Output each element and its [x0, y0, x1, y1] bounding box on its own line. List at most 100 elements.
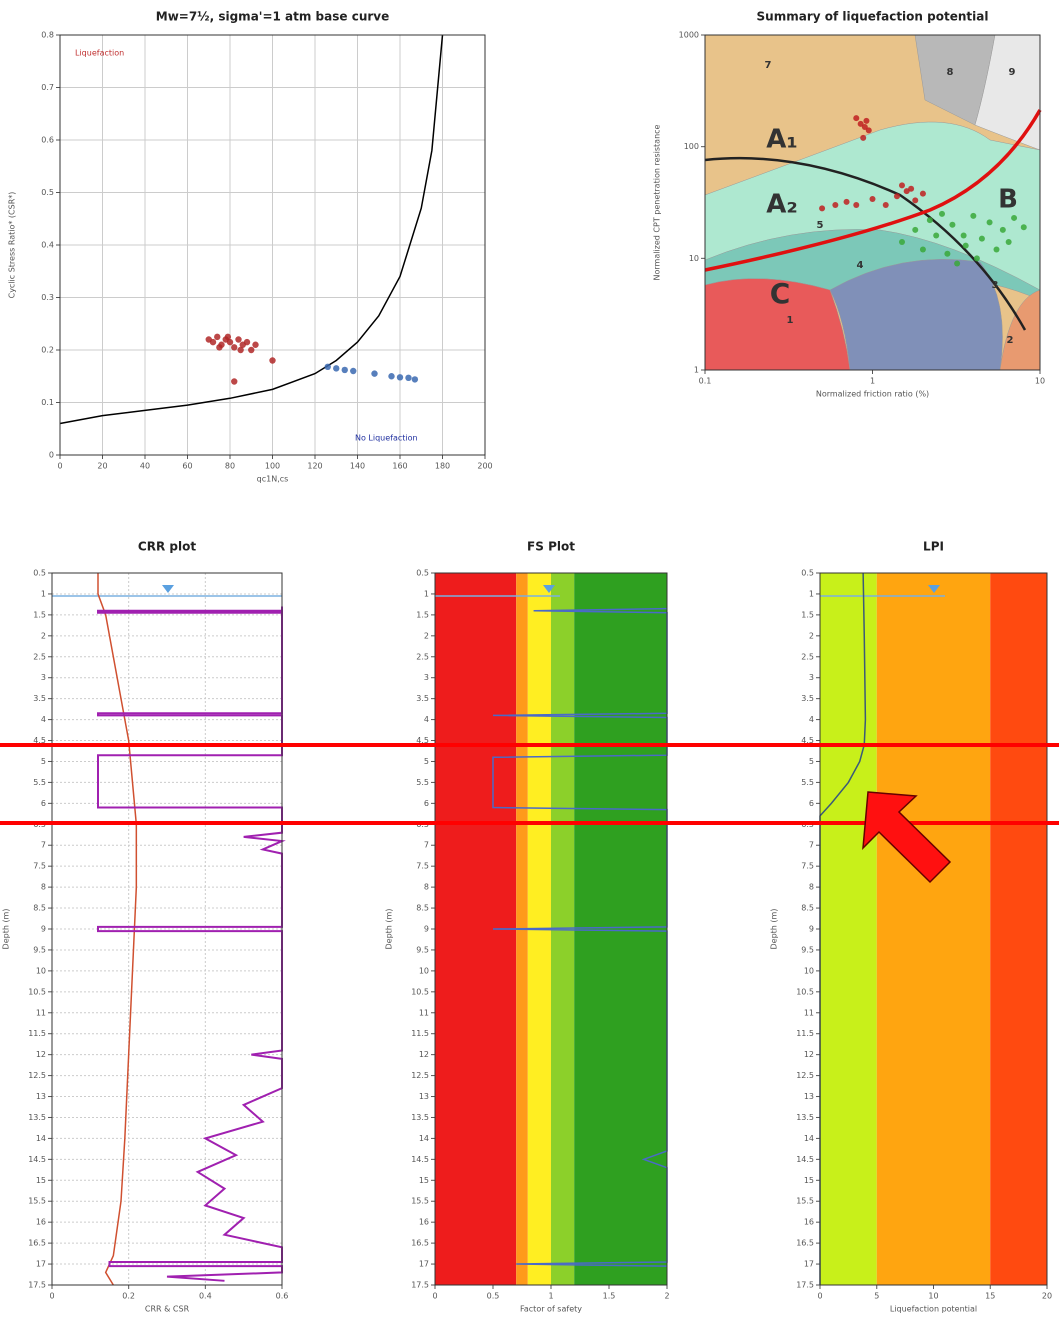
zone-label: 2 [1007, 335, 1014, 346]
y-tick-label: 11 [804, 1008, 814, 1017]
y-tick-label: 13.5 [28, 1113, 46, 1122]
data-point [1005, 239, 1012, 246]
data-point [243, 338, 251, 346]
data-point [919, 190, 926, 197]
y-tick-label: 5.5 [801, 778, 814, 787]
x-axis-label: Factor of safety [520, 1305, 582, 1314]
data-point [908, 185, 915, 192]
x-tick-label: 100 [265, 462, 280, 471]
y-tick-label: 14.5 [411, 1155, 429, 1164]
y-tick-label: 5 [41, 757, 46, 766]
zone-label: 9 [1009, 67, 1016, 78]
x-tick-label: 5 [874, 1292, 879, 1301]
y-axis-label: Cyclic Stress Ratio* (CSR*) [8, 192, 17, 299]
y-tick-label: 1000 [679, 31, 699, 40]
y-tick-label: 5.5 [33, 778, 46, 787]
y-tick-label: 100 [684, 142, 699, 151]
zone-label: 7 [765, 60, 772, 71]
y-tick-label: 3.5 [33, 694, 46, 703]
y-tick-label: 10 [689, 254, 699, 263]
band [820, 573, 877, 1285]
data-point [893, 193, 900, 200]
y-tick-label: 16.5 [796, 1239, 814, 1248]
plot-frame [51, 572, 283, 1286]
data-point [853, 115, 860, 122]
zone-label: 5 [817, 220, 824, 231]
y-tick-label: 7 [809, 841, 814, 850]
data-point [869, 195, 876, 202]
y-tick-label: 7.5 [33, 862, 46, 871]
y-tick-label: 16.5 [411, 1239, 429, 1248]
data-point [235, 336, 242, 343]
data-point [978, 235, 985, 242]
y-tick-label: 9 [809, 925, 814, 934]
data-point [857, 120, 864, 127]
y-tick-label: 1.5 [416, 610, 429, 619]
y-axis-label: Depth (m) [770, 909, 779, 950]
y-tick-label: 10.5 [411, 987, 429, 996]
data-point [960, 232, 967, 239]
y-axis-label: Depth (m) [385, 909, 394, 950]
y-tick-label: 1 [41, 589, 46, 598]
chart-title: FS Plot [527, 540, 575, 554]
y-tick-label: 7 [41, 841, 46, 850]
data-point [944, 250, 951, 257]
x-tick-label: 120 [307, 462, 322, 471]
y-tick-label: 0.8 [41, 31, 54, 40]
x-tick-label: 200 [477, 462, 492, 471]
y-tick-label: 13 [419, 1092, 429, 1101]
y-tick-label: 11.5 [796, 1029, 814, 1038]
y-tick-label: 11.5 [411, 1029, 429, 1038]
y-tick-label: 8 [41, 883, 46, 892]
chart-title: Summary of liquefaction potential [757, 10, 989, 24]
x-tick-label: 0.5 [487, 1292, 500, 1301]
water-table [543, 585, 555, 593]
y-tick-label: 0.4 [41, 241, 54, 250]
y-tick-label: 13.5 [411, 1113, 429, 1122]
y-tick-label: 16 [36, 1218, 46, 1227]
y-tick-label: 17.5 [411, 1281, 429, 1290]
data-point [843, 198, 850, 205]
data-point [209, 338, 217, 346]
y-tick-label: 15 [419, 1176, 429, 1185]
y-tick-label: 1 [694, 366, 699, 375]
y-tick-label: 12.5 [28, 1071, 46, 1080]
chart-title: Mw=7½, sigma'=1 atm base curve [156, 10, 390, 24]
y-tick-label: 4.5 [801, 736, 814, 745]
data-point [973, 255, 980, 262]
x-tick-label: 0.2 [122, 1292, 135, 1301]
x-tick-label: 1 [870, 377, 875, 386]
y-tick-label: 14 [36, 1134, 46, 1143]
y-tick-label: 17 [804, 1260, 814, 1269]
x-tick-label: 20 [97, 462, 107, 471]
data-point [252, 341, 259, 348]
y-tick-label: 15.5 [411, 1197, 429, 1206]
y-tick-label: 17.5 [796, 1281, 814, 1290]
x-tick-label: 2 [664, 1292, 669, 1301]
zone-label: A₂ [766, 190, 798, 220]
y-tick-label: 2 [809, 631, 814, 640]
data-point [919, 246, 926, 253]
y-tick-label: 1 [424, 589, 429, 598]
y-tick-label: 15.5 [28, 1197, 46, 1206]
data-point [860, 134, 867, 141]
y-tick-label: 14.5 [796, 1155, 814, 1164]
data-point [986, 219, 993, 226]
data-point [853, 202, 860, 209]
boundary-curve [704, 109, 1042, 272]
y-tick-label: 16 [804, 1218, 814, 1227]
y-tick-label: 17 [36, 1260, 46, 1269]
y-tick-label: 7.5 [416, 862, 429, 871]
data-point [396, 374, 404, 381]
y-tick-label: 11 [419, 1008, 429, 1017]
y-tick-label: 12.5 [796, 1071, 814, 1080]
y-tick-label: 0.5 [33, 569, 46, 578]
y-tick-label: 16.5 [28, 1239, 46, 1248]
y-tick-label: 10 [804, 966, 814, 975]
y-tick-label: 2.5 [33, 652, 46, 661]
data-point [861, 124, 868, 131]
y-tick-label: 1 [809, 589, 814, 598]
water-table [162, 585, 174, 593]
y-tick-label: 3 [424, 673, 429, 682]
